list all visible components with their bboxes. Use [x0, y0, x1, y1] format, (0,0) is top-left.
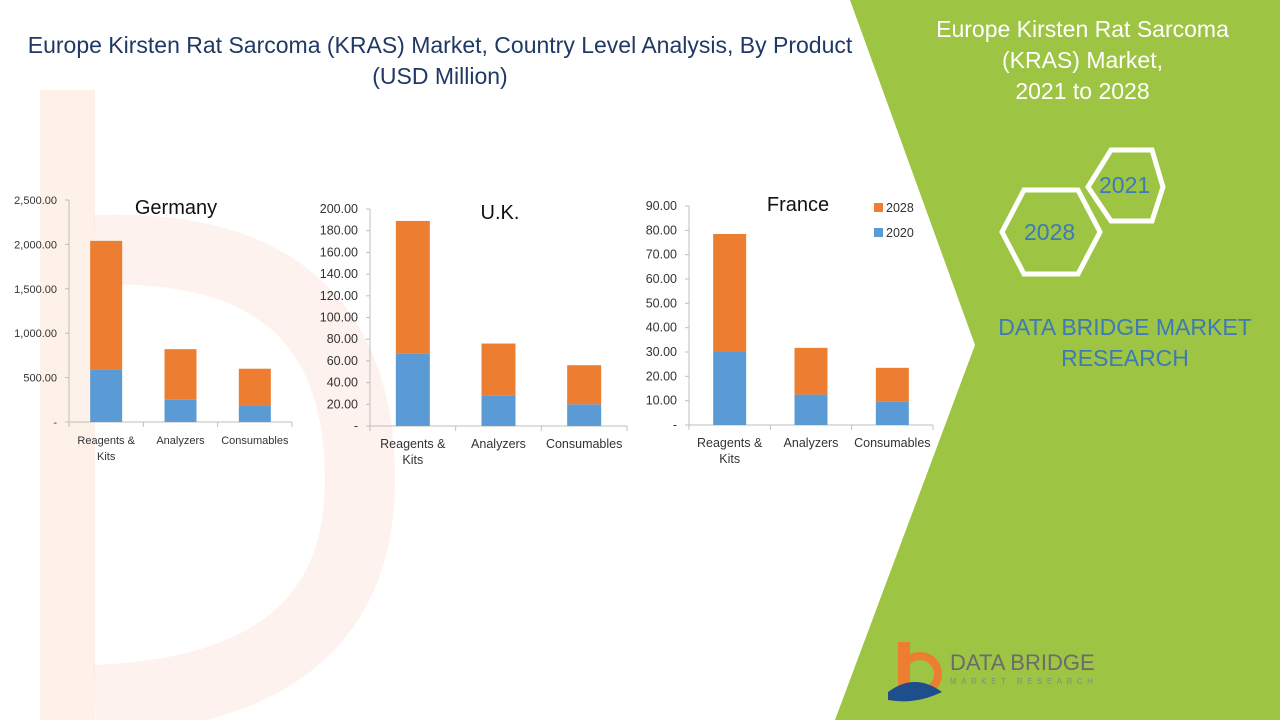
- y-tick-label: 40.00: [327, 376, 358, 390]
- bar-2028-1: [794, 347, 828, 395]
- y-tick-label: 160.00: [320, 245, 358, 259]
- bar-2020-1: [164, 399, 197, 422]
- y-tick-label: -: [673, 418, 677, 432]
- hexagon-2028: [999, 187, 1103, 277]
- legend-label: 2020: [886, 226, 914, 240]
- y-tick-label: 40.00: [646, 321, 677, 335]
- y-tick-label: 2,000.00: [14, 239, 57, 251]
- x-category-label: Consumables: [854, 436, 930, 450]
- x-category-label: Consumables: [221, 435, 289, 447]
- x-category-label: Kits: [719, 452, 740, 466]
- bar-2028-0: [713, 233, 747, 352]
- bar-2028-2: [875, 367, 909, 402]
- x-category-label: Analyzers: [784, 436, 839, 450]
- y-tick-label: 80.00: [327, 332, 358, 346]
- bar-2020-1: [794, 394, 828, 425]
- x-category-label: Analyzers: [471, 437, 526, 451]
- bar-2020-2: [238, 405, 271, 422]
- bar-2028-2: [238, 368, 271, 406]
- bar-2020-2: [567, 404, 602, 426]
- bar-2020-0: [713, 352, 747, 425]
- chart-title: Germany: [135, 197, 217, 219]
- x-category-label: Analyzers: [156, 435, 205, 447]
- side-title-line: 2021 to 2028: [1015, 78, 1150, 104]
- y-tick-label: 200.00: [320, 202, 358, 216]
- logo-icon: [888, 642, 942, 702]
- y-tick-label: 100.00: [320, 311, 358, 325]
- bar-2028-1: [481, 343, 516, 396]
- y-tick-label: 30.00: [646, 345, 677, 359]
- side-title-line: (KRAS) Market,: [1001, 47, 1164, 73]
- y-tick-label: 140.00: [320, 267, 358, 281]
- y-tick-label: 60.00: [327, 354, 358, 368]
- watermark-arc: [93, 214, 396, 720]
- y-tick-label: 50.00: [646, 296, 677, 310]
- legend-swatch-2028: [874, 203, 883, 212]
- bar-2020-0: [395, 353, 430, 426]
- y-tick-label: 10.00: [646, 394, 677, 408]
- hex-year-2028: 2028: [1024, 219, 1076, 245]
- brand-line: DATA BRIDGE MARKET: [998, 314, 1252, 340]
- y-tick-label: 120.00: [320, 289, 358, 303]
- y-tick-label: 500.00: [23, 373, 57, 385]
- logo-name: DATA BRIDGE: [950, 650, 1095, 675]
- x-category-label: Reagents &: [77, 435, 135, 447]
- side-panel-title: Europe Kirsten Rat Sarcoma (KRAS) Market…: [900, 14, 1265, 107]
- bar-2020-1: [481, 395, 516, 426]
- x-category-label: Reagents &: [380, 437, 446, 451]
- y-tick-label: 20.00: [327, 397, 358, 411]
- y-tick-label: 180.00: [320, 224, 358, 238]
- side-title-line: Europe Kirsten Rat Sarcoma: [936, 16, 1229, 42]
- x-category-label: Kits: [402, 453, 423, 467]
- y-tick-label: 20.00: [646, 369, 677, 383]
- hexagon-2021: [1085, 147, 1166, 224]
- brand-line: RESEARCH: [1061, 345, 1189, 371]
- x-category-label: Reagents &: [697, 436, 763, 450]
- y-tick-label: 90.00: [646, 199, 677, 213]
- chart-title: France: [767, 194, 829, 216]
- chart-title: U.K.: [481, 202, 520, 224]
- x-category-label: Kits: [97, 451, 116, 463]
- logo-tagline: MARKET RESEARCH: [950, 677, 1098, 686]
- legend-swatch-2020: [874, 228, 883, 237]
- chart-france: France - 10.00 20.00 30.00 40.00 50.00 60.00 70.…: [646, 194, 934, 466]
- x-category-label: Consumables: [546, 437, 622, 451]
- watermark-shape: [40, 90, 95, 720]
- bar-2028-1: [164, 349, 197, 400]
- bar-2020-0: [90, 369, 123, 422]
- bar-2028-0: [90, 240, 123, 370]
- y-tick-label: 1,500.00: [14, 284, 57, 296]
- y-tick-label: 2,500.00: [14, 195, 57, 207]
- y-tick-label: 60.00: [646, 272, 677, 286]
- legend-label: 2028: [886, 201, 914, 215]
- y-tick-label: 80.00: [646, 223, 677, 237]
- y-tick-label: 70.00: [646, 248, 677, 262]
- chart-uk: U.K. - 20.00 40.00 60.00 80.00 100.00 120.00 140…: [320, 202, 628, 467]
- page-title: Europe Kirsten Rat Sarcoma (KRAS) Market…: [27, 32, 853, 89]
- bar-2028-0: [395, 220, 430, 354]
- hex-year-2021: 2021: [1099, 172, 1151, 198]
- y-tick-label: 1,000.00: [14, 328, 57, 340]
- y-tick-label: -: [354, 419, 358, 433]
- y-tick-label: -: [53, 417, 57, 429]
- brand-text: DATA BRIDGE MARKET RESEARCH: [985, 312, 1265, 374]
- side-panel-bg: [835, 0, 1280, 720]
- bar-2028-2: [567, 365, 602, 405]
- bar-2020-2: [875, 401, 909, 425]
- chart-germany: Germany - 500.00 1,000.00 1,500.00 2,000.00 2,…: [14, 195, 293, 463]
